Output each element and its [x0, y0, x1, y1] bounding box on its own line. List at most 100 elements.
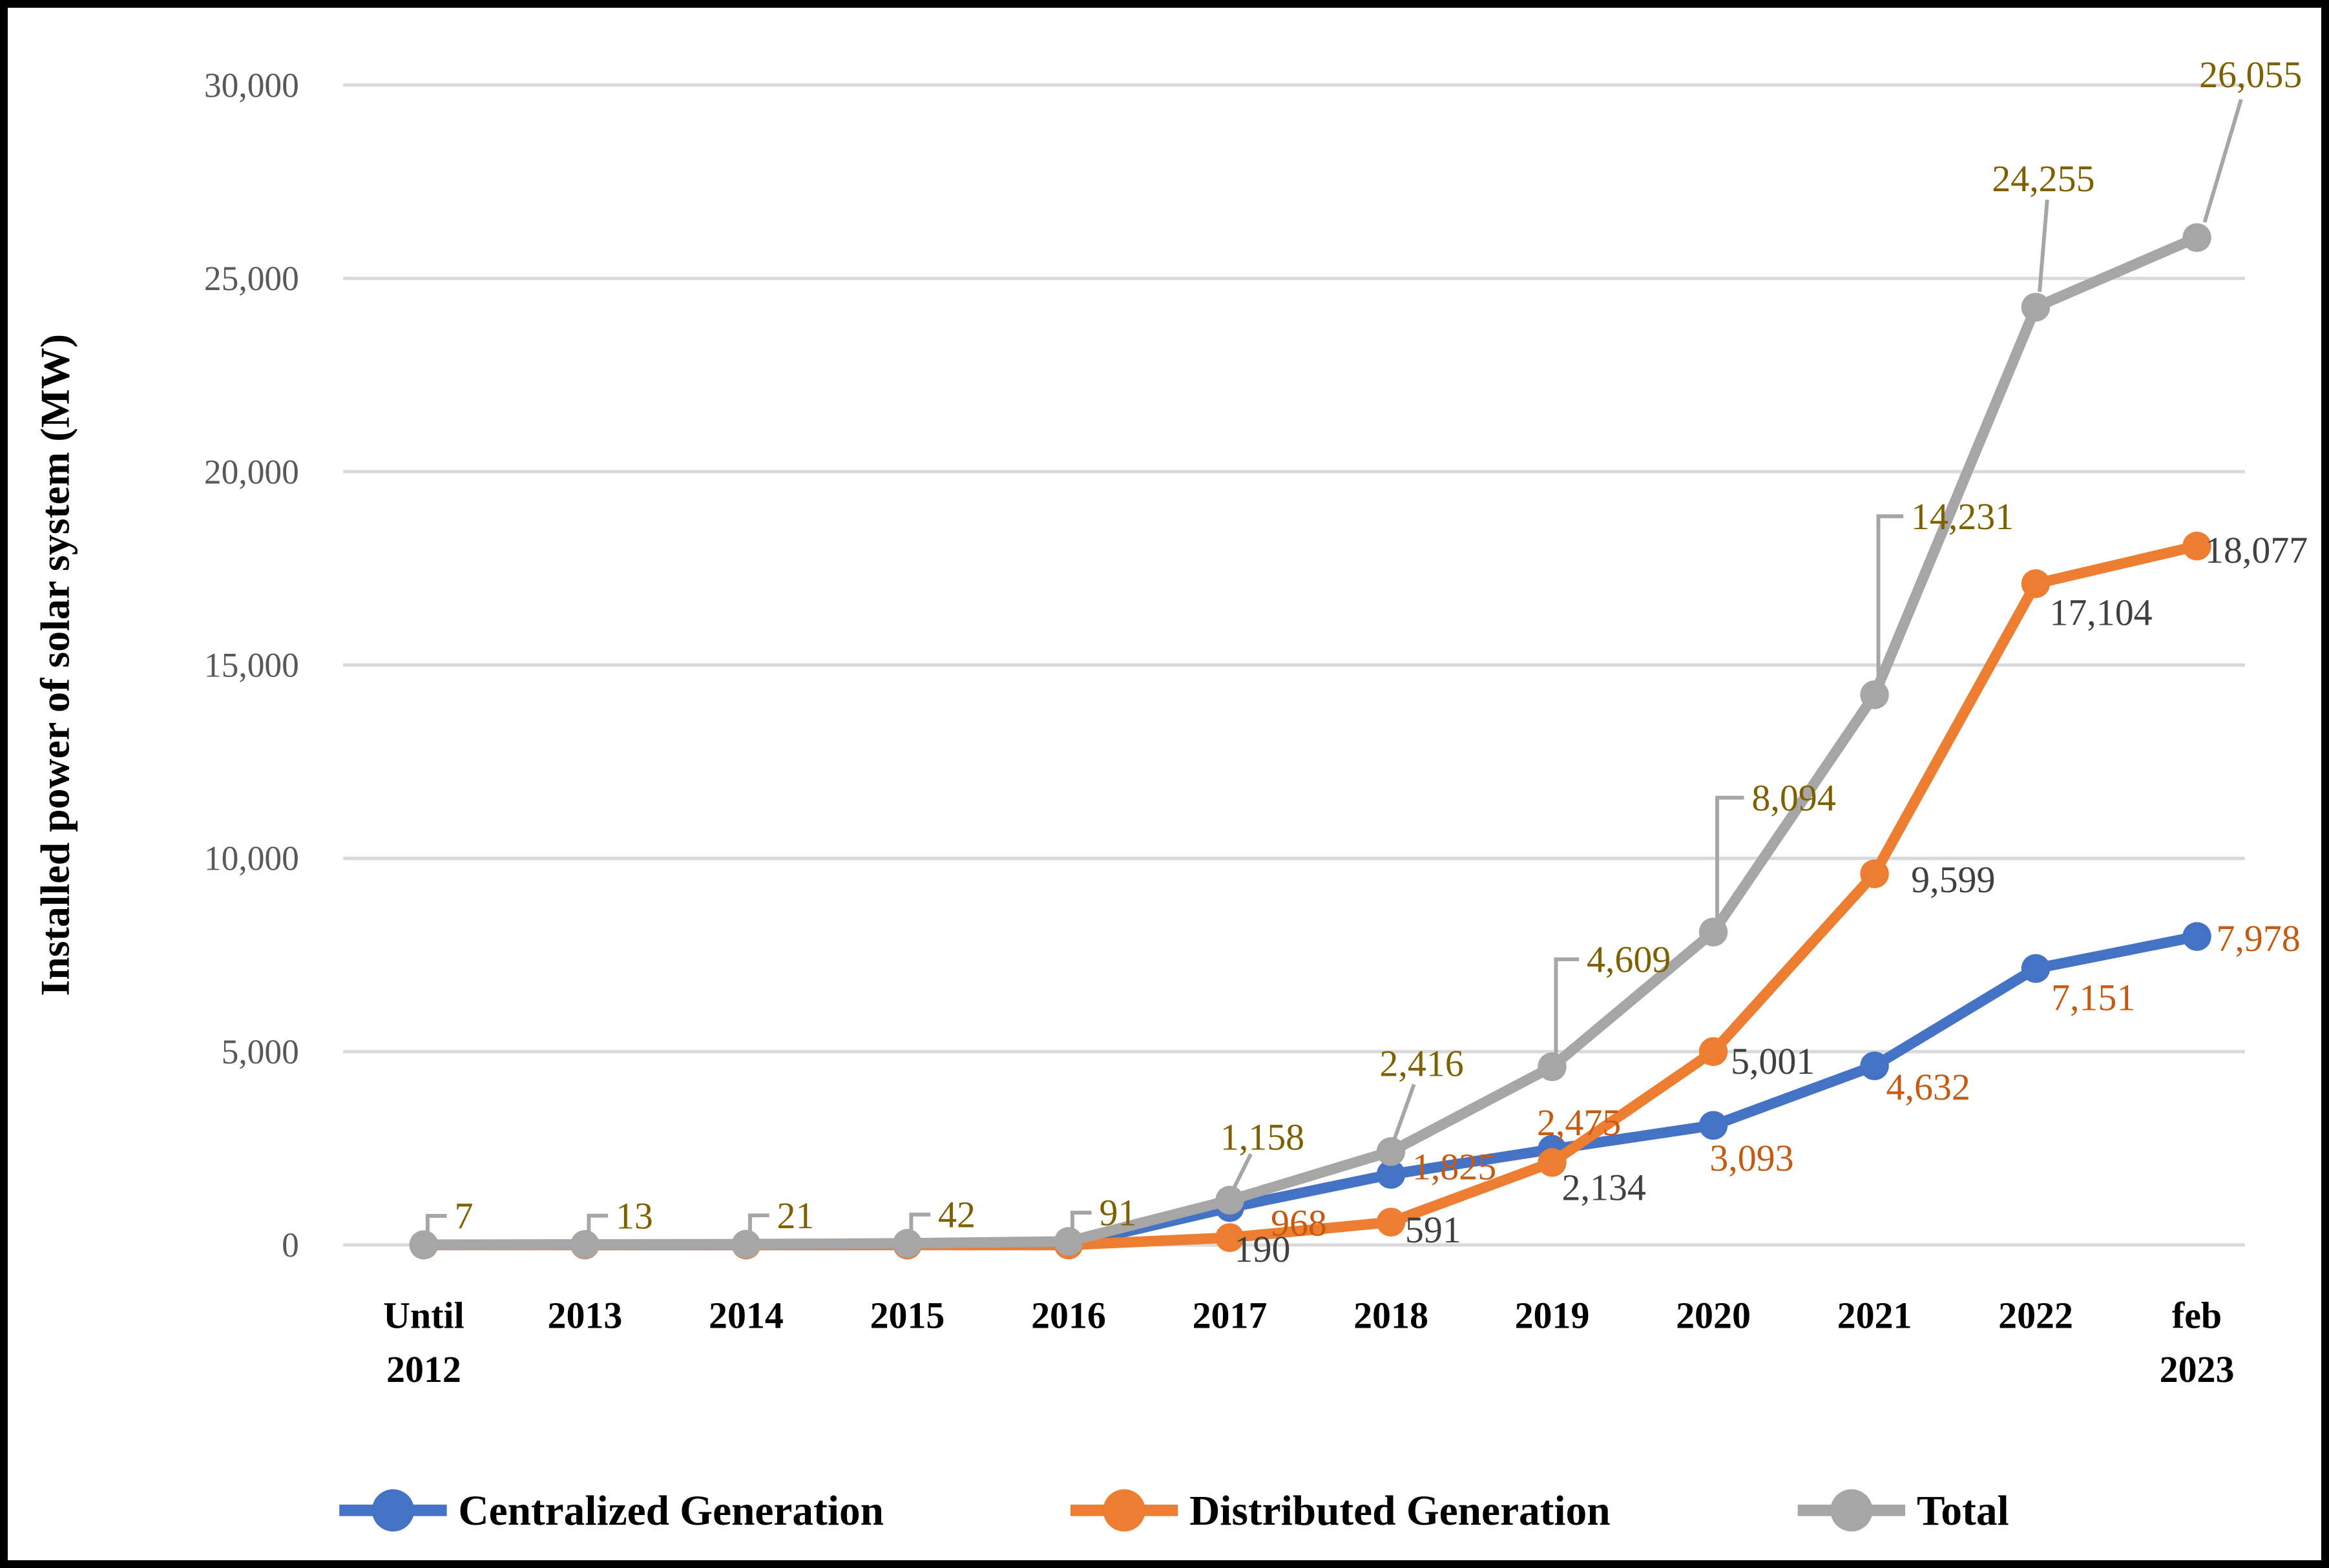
data-label: 4,632	[1886, 1066, 1970, 1108]
legend-label: Distributed Generation	[1189, 1488, 1610, 1534]
data-label: 7	[454, 1195, 473, 1237]
data-label: 2,134	[1562, 1167, 1646, 1209]
data-label: 5,001	[1731, 1040, 1815, 1082]
data-label: 21	[777, 1195, 814, 1237]
data-labels: 968 1,825 2,475 3,093 4,632 7,151 7,978 190 591 2…	[454, 54, 2308, 1270]
legend-marker-icon	[371, 1489, 415, 1532]
data-point	[1860, 859, 1889, 888]
x-axis-label: Until	[383, 1295, 464, 1337]
x-axis-label: 2014	[709, 1295, 784, 1337]
data-point	[893, 1229, 922, 1258]
data-point	[1376, 1160, 1406, 1189]
series-total	[409, 223, 2211, 1259]
data-point	[1538, 1147, 1567, 1177]
gridlines	[343, 83, 2245, 1247]
data-point	[1698, 917, 1728, 946]
data-point	[1698, 1037, 1728, 1066]
leader-line	[1393, 1083, 1416, 1139]
data-point	[2021, 293, 2051, 322]
leader-line-elbow	[747, 1213, 769, 1237]
x-axis-label: 2023	[2160, 1348, 2235, 1390]
data-point	[2182, 223, 2211, 253]
y-tick-label: 5,000	[222, 1032, 299, 1071]
y-tick-label: 0	[282, 1226, 299, 1264]
data-point	[1215, 1223, 1244, 1252]
data-label: 17,104	[2049, 592, 2152, 634]
leader-line	[2038, 199, 2049, 292]
data-label: 591	[1405, 1209, 1461, 1251]
data-point	[1215, 1186, 1244, 1215]
leader-line	[1231, 1153, 1253, 1190]
x-axis-label: 2018	[1353, 1295, 1428, 1337]
y-axis-title: Installed power of solar system (MW)	[32, 334, 78, 996]
data-label: 3,093	[1709, 1137, 1793, 1179]
data-point	[2021, 954, 2051, 983]
data-point	[1538, 1052, 1567, 1082]
x-axis-label: 2016	[1031, 1295, 1106, 1337]
data-label: 42	[938, 1194, 976, 1236]
data-label: 1,158	[1220, 1116, 1304, 1158]
data-label: 190	[1235, 1228, 1291, 1270]
data-point	[1860, 680, 1889, 709]
data-point	[2021, 569, 2051, 598]
data-point	[570, 1229, 600, 1259]
data-label: 7,151	[2051, 976, 2135, 1018]
legend-marker-icon	[1103, 1489, 1145, 1532]
data-point	[2182, 922, 2211, 951]
data-point	[1054, 1227, 1083, 1256]
data-label: 91	[1100, 1192, 1137, 1234]
legend-item-distributed-generation: Distributed Generation	[1070, 1488, 1611, 1534]
data-label: 13	[616, 1195, 653, 1237]
x-axis-label: 2022	[1998, 1295, 2073, 1337]
y-tick-label: 15,000	[204, 646, 299, 685]
data-point	[731, 1229, 761, 1259]
series-line	[418, 232, 2202, 1250]
y-tick-label: 20,000	[204, 452, 299, 491]
legend-item-centralized-generation: Centralized Generation	[339, 1488, 884, 1534]
leader-line-elbow	[1070, 1211, 1092, 1234]
data-label: 2,475	[1537, 1102, 1621, 1144]
data-label: 24,255	[1992, 158, 2094, 200]
data-point	[2182, 531, 2211, 561]
legend-label: Total	[1917, 1488, 2009, 1534]
x-axis-label: 2012	[386, 1348, 461, 1390]
data-point	[409, 1230, 439, 1259]
legend: Centralized Generation Distributed Genera…	[339, 1488, 2009, 1534]
data-label: 18,077	[2205, 529, 2308, 571]
x-axis-label: 2020	[1676, 1295, 1751, 1337]
data-label: 968	[1271, 1202, 1327, 1244]
x-axis-label: 2015	[870, 1295, 945, 1337]
legend-label: Centralized Generation	[458, 1488, 884, 1534]
y-tick-label: 25,000	[204, 259, 299, 298]
x-axis-label: 2017	[1193, 1295, 1268, 1337]
x-axis-label: feb	[2172, 1295, 2222, 1337]
data-label: 8,094	[1751, 777, 1835, 819]
legend-marker-icon	[1830, 1489, 1873, 1532]
x-axis-label: 2021	[1837, 1295, 1912, 1337]
leader-line-elbow	[1554, 957, 1580, 1058]
data-point	[1376, 1207, 1406, 1237]
x-axis-label: 2013	[548, 1295, 623, 1337]
total-label-leader-lines	[425, 99, 2243, 1237]
data-point	[1860, 1051, 1889, 1081]
data-point	[1376, 1137, 1406, 1166]
leader-line-elbow	[587, 1213, 609, 1237]
x-axis-label: 2019	[1515, 1295, 1590, 1337]
data-point	[1698, 1111, 1728, 1140]
y-tick-label: 30,000	[204, 66, 299, 105]
data-label: 14,231	[1911, 496, 2014, 538]
data-label: 4,609	[1587, 939, 1671, 981]
leader-line	[2202, 99, 2243, 223]
leader-line-elbow	[909, 1212, 931, 1236]
data-label: 2,416	[1379, 1042, 1463, 1084]
y-axis-tick-labels: 0 5,000 10,000 15,000 20,000 25,000 30,000	[204, 66, 299, 1264]
leader-line-elbow	[425, 1214, 447, 1237]
y-tick-label: 10,000	[204, 839, 299, 878]
data-label: 26,055	[2199, 54, 2302, 96]
legend-item-total: Total	[1797, 1488, 2009, 1534]
leader-line-elbow	[1876, 514, 1904, 684]
x-axis-labels: Until 2012 2013 2014 2015 2016 2017 2018 2019 202…	[383, 1295, 2234, 1390]
data-label: 9,599	[1911, 859, 1995, 901]
line-chart-canvas: 05,00010,00015,00020,00025,00030,0009681…	[32, 54, 2308, 1534]
